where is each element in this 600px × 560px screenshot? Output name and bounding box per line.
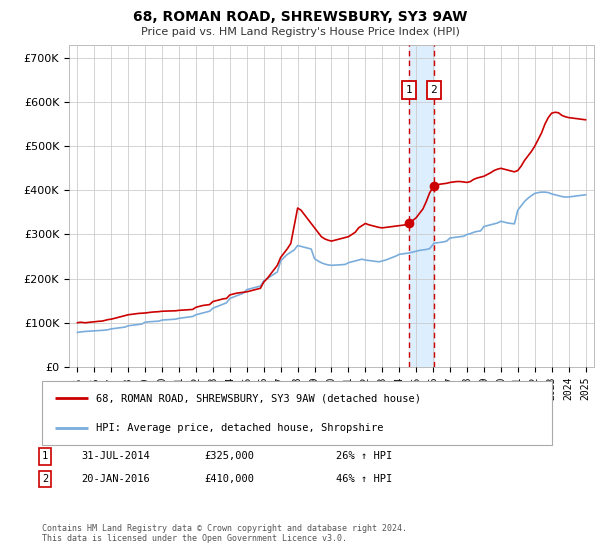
Text: 2: 2 <box>431 85 437 95</box>
Text: 20-JAN-2016: 20-JAN-2016 <box>81 474 150 484</box>
Text: 68, ROMAN ROAD, SHREWSBURY, SY3 9AW: 68, ROMAN ROAD, SHREWSBURY, SY3 9AW <box>133 10 467 24</box>
FancyBboxPatch shape <box>42 381 552 445</box>
Text: 1: 1 <box>42 451 48 461</box>
Text: Price paid vs. HM Land Registry's House Price Index (HPI): Price paid vs. HM Land Registry's House … <box>140 27 460 37</box>
Bar <box>409 45 434 367</box>
Text: 46% ↑ HPI: 46% ↑ HPI <box>336 474 392 484</box>
Text: Contains HM Land Registry data © Crown copyright and database right 2024.
This d: Contains HM Land Registry data © Crown c… <box>42 524 407 543</box>
Text: £410,000: £410,000 <box>204 474 254 484</box>
Text: 68, ROMAN ROAD, SHREWSBURY, SY3 9AW (detached house): 68, ROMAN ROAD, SHREWSBURY, SY3 9AW (det… <box>95 393 421 403</box>
Text: 2: 2 <box>42 474 48 484</box>
Text: 31-JUL-2014: 31-JUL-2014 <box>81 451 150 461</box>
Text: HPI: Average price, detached house, Shropshire: HPI: Average price, detached house, Shro… <box>95 423 383 433</box>
Text: £325,000: £325,000 <box>204 451 254 461</box>
Text: 26% ↑ HPI: 26% ↑ HPI <box>336 451 392 461</box>
Text: 1: 1 <box>406 85 412 95</box>
